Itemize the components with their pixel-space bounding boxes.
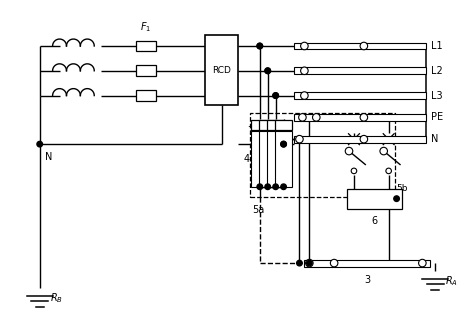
Circle shape [281,141,286,147]
Circle shape [300,67,308,75]
Bar [275,131,292,187]
Text: $F_2$: $F_2$ [262,124,273,138]
Circle shape [273,184,278,189]
Text: 5a: 5a [252,204,264,215]
Circle shape [306,259,313,267]
Circle shape [265,184,270,189]
Circle shape [265,68,270,74]
Text: 6: 6 [371,217,377,226]
Bar [136,90,156,101]
Text: S
P
D: S P D [258,151,262,167]
Circle shape [281,141,286,147]
Circle shape [394,196,399,201]
Circle shape [419,259,426,267]
Text: N: N [431,134,439,144]
Bar [251,131,269,187]
Text: 4: 4 [244,154,250,164]
Text: $R_A$: $R_A$ [445,274,458,288]
Text: $F_1$: $F_1$ [140,20,151,34]
Circle shape [386,168,391,174]
Circle shape [37,141,42,147]
Text: S
P
D: S P D [273,151,278,167]
Text: L1: L1 [431,41,443,51]
Circle shape [360,42,368,50]
Bar [294,92,426,99]
Circle shape [345,147,353,155]
Bar [294,136,426,143]
Circle shape [297,260,302,266]
Bar [136,41,156,51]
Text: 3: 3 [364,275,370,285]
Text: 7: 7 [247,126,253,136]
Circle shape [360,135,368,143]
Circle shape [257,43,262,49]
Bar [205,35,238,106]
Text: S
P
D: S P D [266,151,270,167]
Circle shape [300,92,308,99]
Text: PE: PE [431,112,443,122]
Bar [259,131,276,187]
Circle shape [360,114,368,121]
Text: L3: L3 [431,91,443,100]
Bar [347,189,402,209]
Text: L2: L2 [431,66,443,76]
Circle shape [296,135,303,143]
Circle shape [351,168,357,174]
Circle shape [281,184,286,189]
Text: S
P
D: S P D [281,151,286,167]
Text: 5b: 5b [397,184,408,193]
Circle shape [265,68,270,74]
Circle shape [257,184,262,189]
Circle shape [307,260,312,266]
Bar [250,114,395,197]
Bar [252,120,268,130]
Bar [304,260,430,267]
Bar [260,120,276,130]
Circle shape [330,259,338,267]
Bar [267,120,284,130]
Circle shape [313,114,320,121]
Bar [136,65,156,76]
Bar [267,131,284,187]
Circle shape [380,147,388,155]
Circle shape [257,43,262,49]
Bar [275,120,292,130]
Circle shape [273,93,278,98]
Bar [294,42,426,49]
Circle shape [273,93,278,98]
Bar [294,67,426,74]
Circle shape [299,114,306,121]
Bar [294,114,426,121]
Circle shape [300,42,308,50]
Text: RCD: RCD [212,66,231,75]
Text: N: N [45,152,52,162]
Text: $R_B$: $R_B$ [49,291,63,305]
